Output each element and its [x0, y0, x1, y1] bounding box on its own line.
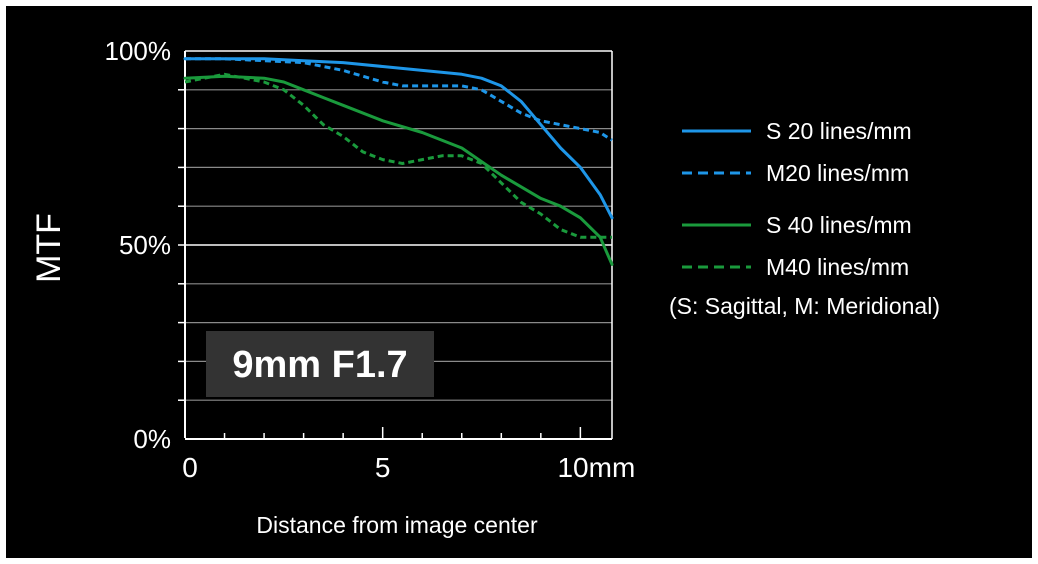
chart-frame: 0% 50% 100% 0 5 10mm 9mm F1.7 MTF Distance fr… [6, 6, 1032, 558]
legend-note: (S: Sagittal, M: Meridional) [669, 293, 940, 319]
series-line [183, 57, 614, 220]
annotation-background [206, 331, 434, 397]
x-axis-label: Distance from image center [256, 512, 538, 538]
legend-label: S 20 lines/mm [766, 118, 912, 144]
y-axis-label: MTF [30, 213, 68, 283]
x-tick-label: 5 [375, 452, 391, 483]
series-lines [183, 57, 614, 266]
x-tick-label: 10mm [557, 452, 635, 483]
y-tick-label: 0% [133, 424, 171, 454]
legend: S 20 lines/mm M20 lines/mm S 40 lines/mm M4… [682, 118, 912, 280]
x-tick-label: 0 [182, 452, 198, 483]
y-tick-label: 100% [105, 36, 172, 66]
annotation-text: 9mm F1.7 [232, 344, 407, 386]
annotation-box: 9mm F1.7 [206, 331, 434, 397]
legend-label: M40 lines/mm [766, 254, 909, 280]
y-tick-label: 50% [119, 230, 171, 260]
legend-label: M20 lines/mm [766, 160, 909, 186]
mtf-chart: 0% 50% 100% 0 5 10mm 9mm F1.7 MTF Distance fr… [30, 36, 940, 538]
legend-label: S 40 lines/mm [766, 212, 912, 238]
series-line [184, 72, 612, 239]
axis-ticks: 0% 50% 100% 0 5 10mm [105, 36, 636, 483]
series-line [183, 74, 614, 266]
series-line [185, 57, 613, 142]
